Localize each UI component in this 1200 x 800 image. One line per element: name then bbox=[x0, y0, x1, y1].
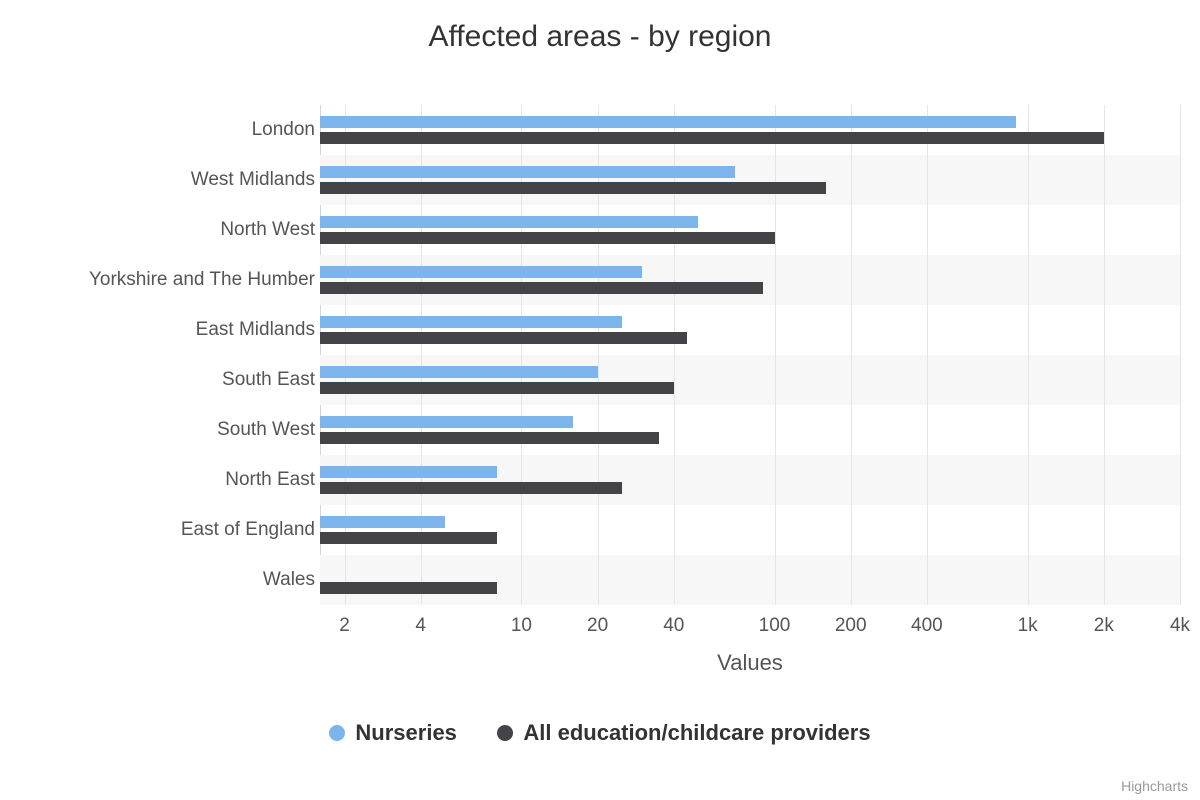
grid-line bbox=[927, 105, 928, 605]
x-tick-label: 20 bbox=[587, 615, 608, 637]
bar[interactable] bbox=[320, 516, 445, 528]
x-axis-title: Values bbox=[320, 650, 1180, 676]
legend-label-nurseries: Nurseries bbox=[355, 720, 457, 746]
bar[interactable] bbox=[320, 482, 622, 494]
y-tick-label: North West bbox=[220, 219, 315, 241]
bar[interactable] bbox=[320, 416, 573, 428]
y-tick-label: Yorkshire and The Humber bbox=[89, 269, 315, 291]
bar[interactable] bbox=[320, 132, 1104, 144]
bar[interactable] bbox=[320, 466, 497, 478]
grid-line bbox=[1104, 105, 1105, 605]
bar[interactable] bbox=[320, 316, 622, 328]
bar[interactable] bbox=[320, 216, 698, 228]
grid-line bbox=[598, 105, 599, 605]
bar[interactable] bbox=[320, 232, 775, 244]
bar[interactable] bbox=[320, 116, 1016, 128]
bar[interactable] bbox=[320, 332, 687, 344]
x-tick-label: 2k bbox=[1094, 615, 1114, 637]
grid-line bbox=[1180, 105, 1181, 605]
legend-item-all-providers[interactable]: All education/childcare providers bbox=[497, 720, 870, 746]
bar[interactable] bbox=[320, 382, 674, 394]
category-band bbox=[320, 155, 1180, 205]
bar[interactable] bbox=[320, 432, 659, 444]
category-band bbox=[320, 405, 1180, 455]
x-tick-label: 4k bbox=[1170, 615, 1190, 637]
category-band bbox=[320, 455, 1180, 505]
legend: Nurseries All education/childcare provid… bbox=[0, 720, 1200, 746]
y-tick-label: East of England bbox=[181, 519, 315, 541]
category-band bbox=[320, 255, 1180, 305]
bar[interactable] bbox=[320, 166, 735, 178]
grid-line bbox=[674, 105, 675, 605]
x-tick-label: 200 bbox=[835, 615, 867, 637]
y-tick-label: Wales bbox=[263, 569, 315, 591]
grid-line bbox=[775, 105, 776, 605]
chart-title: Affected areas - by region bbox=[0, 20, 1200, 54]
y-tick-label: South East bbox=[222, 369, 315, 391]
bar[interactable] bbox=[320, 266, 642, 278]
category-band bbox=[320, 355, 1180, 405]
grid-line bbox=[345, 105, 346, 605]
y-tick-label: East Midlands bbox=[196, 319, 315, 341]
x-tick-label: 2 bbox=[339, 615, 350, 637]
bar[interactable] bbox=[320, 582, 497, 594]
bar[interactable] bbox=[320, 366, 598, 378]
category-band bbox=[320, 105, 1180, 155]
y-axis-labels: London West Midlands North West Yorkshire a… bbox=[0, 105, 315, 605]
grid-line bbox=[851, 105, 852, 605]
category-band bbox=[320, 205, 1180, 255]
x-tick-label: 10 bbox=[511, 615, 532, 637]
x-tick-label: 100 bbox=[759, 615, 791, 637]
x-tick-label: 40 bbox=[663, 615, 684, 637]
y-tick-label: West Midlands bbox=[191, 169, 315, 191]
y-tick-label: North East bbox=[225, 469, 315, 491]
legend-swatch-all-providers bbox=[497, 725, 513, 741]
x-tick-label: 400 bbox=[911, 615, 943, 637]
grid-line bbox=[421, 105, 422, 605]
legend-item-nurseries[interactable]: Nurseries bbox=[329, 720, 457, 746]
chart-container: Affected areas - by region London West Mi… bbox=[0, 0, 1200, 800]
category-band bbox=[320, 555, 1180, 605]
x-tick-label: 1k bbox=[1018, 615, 1038, 637]
grid-line bbox=[521, 105, 522, 605]
x-axis-labels: 241020401002004001k2k4k bbox=[320, 610, 1180, 640]
credits-label[interactable]: Highcharts bbox=[1121, 778, 1188, 794]
plot-area bbox=[320, 105, 1180, 605]
grid-line bbox=[1028, 105, 1029, 605]
legend-label-all-providers: All education/childcare providers bbox=[523, 720, 870, 746]
legend-swatch-nurseries bbox=[329, 725, 345, 741]
y-tick-label: South West bbox=[217, 419, 315, 441]
category-band bbox=[320, 505, 1180, 555]
category-band bbox=[320, 305, 1180, 355]
y-tick-label: London bbox=[252, 119, 315, 141]
x-tick-label: 4 bbox=[415, 615, 426, 637]
bar[interactable] bbox=[320, 182, 826, 194]
bar[interactable] bbox=[320, 282, 763, 294]
bar[interactable] bbox=[320, 532, 497, 544]
